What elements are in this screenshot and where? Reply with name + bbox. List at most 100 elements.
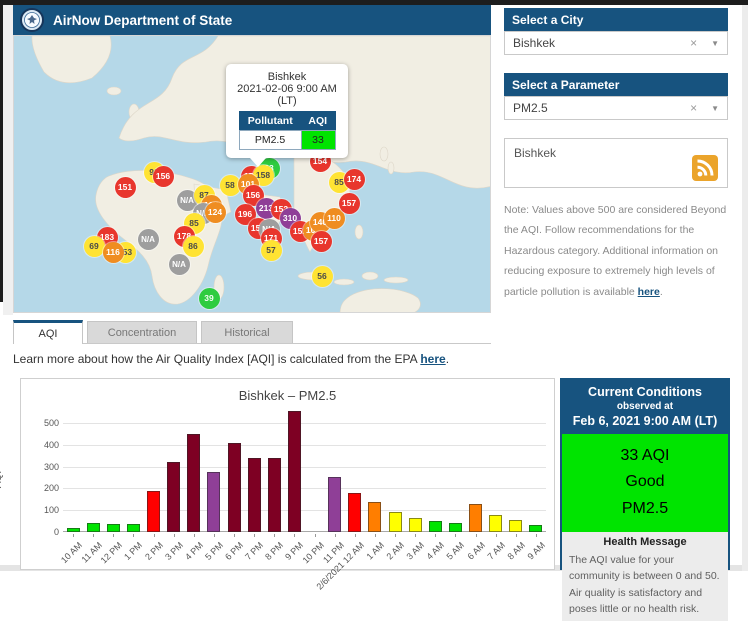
chart-bar[interactable]: [529, 525, 542, 532]
chart-x-tick: [375, 534, 376, 537]
chart-y-tick: 200: [44, 483, 59, 493]
conditions-observed-at: observed at: [564, 401, 726, 412]
window-left-edge: [0, 0, 3, 302]
aqi-note: Note: Values above 500 are considered Be…: [504, 200, 728, 302]
chart-bar[interactable]: [127, 524, 140, 532]
popup-timezone: (LT): [232, 95, 342, 107]
chart-bar[interactable]: [328, 477, 341, 532]
chart-bar[interactable]: [489, 515, 502, 532]
conditions-category: Good: [562, 469, 728, 495]
app-title: AirNow Department of State: [53, 13, 232, 28]
tab-historical[interactable]: Historical: [201, 321, 293, 343]
chart-bar[interactable]: [409, 518, 422, 532]
chart-gridline: [63, 488, 546, 489]
map-marker[interactable]: 116: [103, 242, 124, 263]
chart-x-label: 8 PM: [263, 540, 285, 562]
parameter-select-panel: Select a Parameter PM2.5 × ▼: [504, 73, 728, 120]
app-header: AirNow Department of State: [13, 5, 491, 35]
chart-bar[interactable]: [228, 443, 241, 532]
current-conditions-header: Current Conditions observed at Feb 6, 20…: [562, 380, 728, 434]
chart-x-label: 1 PM: [123, 540, 145, 562]
chart-x-tick: [254, 534, 255, 537]
chart-y-tick: 0: [54, 527, 59, 537]
parameter-select[interactable]: PM2.5 × ▼: [504, 96, 728, 120]
world-map[interactable]: 3392156151N/A8758107N/A1248517886N/A1836…: [13, 35, 491, 313]
city-select[interactable]: Bishkek × ▼: [504, 31, 728, 55]
chart-x-tick: [294, 534, 295, 537]
popup-pollutant-value: PM2.5: [239, 131, 301, 150]
chart-bar[interactable]: [187, 434, 200, 532]
map-marker[interactable]: 157: [339, 193, 360, 214]
chart-x-tick: [133, 534, 134, 537]
map-marker[interactable]: N/A: [138, 229, 159, 250]
aqi-note-text: Note: Values above 500 are considered Be…: [504, 204, 726, 298]
chart-bar[interactable]: [248, 458, 261, 532]
map-marker[interactable]: 86: [183, 236, 204, 257]
chart-x-tick: [476, 534, 477, 537]
chart-bar[interactable]: [449, 523, 462, 532]
clear-icon[interactable]: ×: [690, 36, 697, 50]
chart-bar[interactable]: [389, 512, 402, 532]
scrollbar-track[interactable]: [742, 5, 748, 571]
chart-bar[interactable]: [147, 491, 160, 532]
note-here-link[interactable]: here: [638, 286, 660, 298]
chart-bar[interactable]: [67, 528, 80, 532]
clear-icon[interactable]: ×: [690, 101, 697, 115]
chart-x-tick: [93, 534, 94, 537]
map-marker[interactable]: 56: [312, 266, 333, 287]
chart-bar[interactable]: [167, 462, 180, 532]
chart-plot-area: 010020030040050010 AM11 AM12 PM1 PM2 PM3…: [63, 410, 546, 532]
map-marker[interactable]: 39: [199, 288, 220, 309]
tab-aqi[interactable]: AQI: [13, 320, 83, 344]
feed-box: Bishkek: [504, 138, 728, 188]
map-marker[interactable]: 124: [205, 202, 226, 223]
learn-more-pre: Learn more about how the Air Quality Ind…: [13, 352, 420, 366]
popup-col-pollutant: Pollutant: [239, 112, 301, 131]
chart-x-label: 10 AM: [59, 540, 84, 565]
map-marker[interactable]: 157: [311, 231, 332, 252]
map-marker[interactable]: 69: [84, 236, 105, 257]
learn-more-text: Learn more about how the Air Quality Ind…: [13, 352, 491, 366]
map-marker[interactable]: 151: [115, 177, 136, 198]
chart-title: Bishkek – PM2.5: [21, 388, 554, 403]
rss-icon[interactable]: [692, 155, 718, 181]
chevron-down-icon[interactable]: ▼: [711, 39, 719, 48]
chart-x-label: 4 PM: [183, 540, 205, 562]
popup-aqi-value: 33: [301, 131, 335, 150]
popup-table: Pollutant AQI PM2.5 33: [239, 111, 336, 150]
city-select-header: Select a City: [504, 8, 728, 31]
map-marker[interactable]: N/A: [169, 254, 190, 275]
chart-bar[interactable]: [288, 411, 301, 532]
map-marker[interactable]: 57: [261, 240, 282, 261]
map-marker[interactable]: 156: [153, 166, 174, 187]
popup-city: Bishkek: [232, 71, 342, 83]
conditions-aqi-block: 33 AQI Good PM2.5: [562, 434, 728, 532]
chart-x-label: 3 PM: [163, 540, 185, 562]
chart-x-tick: [73, 534, 74, 537]
chart-bar[interactable]: [348, 493, 361, 532]
chart-x-label: 1 AM: [364, 540, 386, 562]
chart-bar[interactable]: [268, 458, 281, 532]
tab-concentration[interactable]: Concentration: [87, 321, 197, 343]
chart-bar[interactable]: [429, 521, 442, 532]
chart-gridline: [63, 445, 546, 446]
chart-bar[interactable]: [368, 502, 381, 533]
health-message-text: The AQI value for your community is betw…: [569, 552, 721, 617]
map-marker[interactable]: 174: [344, 169, 365, 190]
chart-x-label: 5 PM: [203, 540, 225, 562]
chart-x-tick: [194, 534, 195, 537]
chart-bar[interactable]: [87, 523, 100, 532]
popup-pointer: [250, 158, 266, 167]
chart-x-label: 4 AM: [425, 540, 447, 562]
chart-bar[interactable]: [107, 524, 120, 532]
chart-bar[interactable]: [509, 520, 522, 532]
chart-y-tick: 300: [44, 462, 59, 472]
chevron-down-icon[interactable]: ▼: [711, 104, 719, 113]
chart-bar[interactable]: [469, 504, 482, 532]
epa-link[interactable]: here: [420, 352, 445, 366]
conditions-datetime: Feb 6, 2021 9:00 AM (LT): [564, 414, 726, 428]
chart-x-label: 6 AM: [465, 540, 487, 562]
chart-x-tick: [113, 534, 114, 537]
chart-bar[interactable]: [207, 472, 220, 532]
chart-x-tick: [335, 534, 336, 537]
